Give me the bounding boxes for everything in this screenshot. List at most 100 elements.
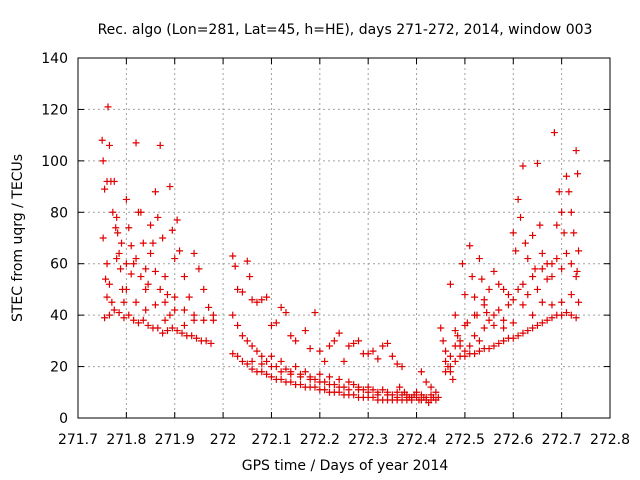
data-point xyxy=(517,213,525,221)
data-point xyxy=(238,332,246,340)
data-point xyxy=(151,301,159,309)
data-point xyxy=(185,293,193,301)
data-point xyxy=(120,314,128,322)
data-point xyxy=(105,280,113,288)
data-point xyxy=(471,332,479,340)
data-point xyxy=(144,321,152,329)
data-point xyxy=(263,293,271,301)
data-point xyxy=(161,298,169,306)
data-point xyxy=(127,242,135,250)
data-point xyxy=(514,285,522,293)
data-point xyxy=(468,273,476,281)
y-tick-label: 20 xyxy=(50,360,68,376)
data-point xyxy=(471,350,479,358)
data-point xyxy=(524,255,532,263)
data-point xyxy=(509,334,517,342)
data-point xyxy=(490,321,498,329)
data-point xyxy=(229,350,237,358)
data-point xyxy=(461,352,469,360)
data-point xyxy=(524,327,532,335)
data-point xyxy=(335,329,343,337)
data-point xyxy=(102,275,110,283)
data-point xyxy=(171,255,179,263)
data-point xyxy=(163,327,171,335)
data-point xyxy=(229,252,237,260)
data-point xyxy=(99,157,107,165)
data-point xyxy=(115,309,123,317)
data-point xyxy=(195,265,203,273)
data-point xyxy=(458,260,466,268)
data-point xyxy=(103,260,111,268)
data-point xyxy=(504,301,512,309)
data-point xyxy=(125,224,133,232)
data-point xyxy=(267,363,275,371)
data-point xyxy=(369,386,377,394)
x-tick-label: 272.2 xyxy=(300,432,340,448)
y-tick-label: 40 xyxy=(50,308,68,324)
y-tick-label: 100 xyxy=(41,154,68,170)
data-point xyxy=(533,159,541,167)
data-point xyxy=(422,393,430,401)
data-point xyxy=(575,247,583,255)
data-point xyxy=(451,327,459,335)
data-point xyxy=(151,188,159,196)
data-point xyxy=(483,309,491,317)
data-point xyxy=(454,332,462,340)
data-point xyxy=(325,342,333,350)
data-point xyxy=(161,273,169,281)
data-point xyxy=(475,337,483,345)
axis-ticks xyxy=(77,57,611,419)
data-point xyxy=(427,391,435,399)
data-point xyxy=(495,306,503,314)
data-point xyxy=(109,208,117,216)
data-point xyxy=(321,386,329,394)
data-point xyxy=(466,342,474,350)
data-point xyxy=(139,316,147,324)
data-point xyxy=(311,383,319,391)
data-point xyxy=(325,381,333,389)
data-point xyxy=(248,357,256,365)
data-point xyxy=(120,298,128,306)
data-point xyxy=(98,136,106,144)
data-point xyxy=(234,352,242,360)
data-point xyxy=(137,273,145,281)
data-point xyxy=(258,368,266,376)
data-point xyxy=(104,103,112,111)
data-point xyxy=(154,324,162,332)
data-point xyxy=(258,360,266,368)
data-point xyxy=(570,229,578,237)
data-point xyxy=(316,370,324,378)
data-point xyxy=(500,337,508,345)
data-point xyxy=(277,368,285,376)
data-point xyxy=(529,311,537,319)
data-point xyxy=(442,347,450,355)
data-point xyxy=(253,298,261,306)
data-point xyxy=(168,324,176,332)
data-point xyxy=(144,280,152,288)
data-point xyxy=(471,311,479,319)
data-point xyxy=(132,139,140,147)
data-point xyxy=(190,311,198,319)
data-points xyxy=(98,103,583,407)
data-point xyxy=(562,172,570,180)
data-point xyxy=(531,265,539,273)
data-point xyxy=(335,383,343,391)
data-point xyxy=(253,347,261,355)
data-point xyxy=(296,381,304,389)
data-point xyxy=(396,383,404,391)
data-point xyxy=(166,311,174,319)
data-point xyxy=(202,337,210,345)
data-point xyxy=(101,185,109,193)
data-point xyxy=(248,365,256,373)
data-point xyxy=(301,327,309,335)
data-point xyxy=(207,339,215,347)
data-point xyxy=(267,321,275,329)
data-point xyxy=(296,373,304,381)
data-point xyxy=(243,257,251,265)
data-point xyxy=(154,213,162,221)
data-point xyxy=(103,293,111,301)
data-point xyxy=(248,296,256,304)
data-point xyxy=(125,311,133,319)
data-point xyxy=(553,221,561,229)
data-point xyxy=(173,216,181,224)
